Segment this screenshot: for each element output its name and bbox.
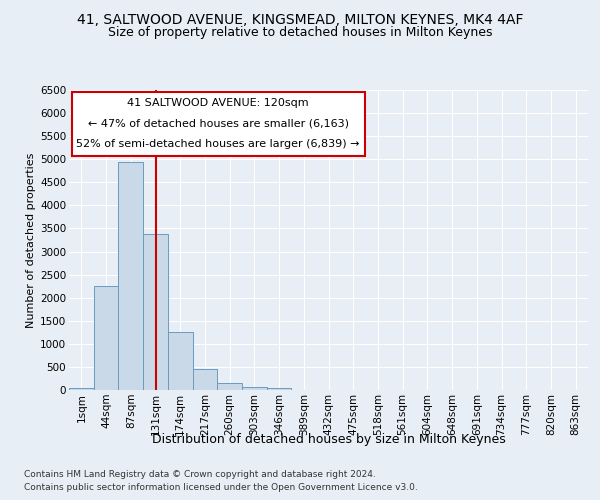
- Bar: [267, 388, 292, 390]
- Text: Contains public sector information licensed under the Open Government Licence v3: Contains public sector information licen…: [24, 482, 418, 492]
- Bar: [94, 286, 118, 390]
- Bar: [193, 369, 217, 390]
- Text: Contains HM Land Registry data © Crown copyright and database right 2024.: Contains HM Land Registry data © Crown c…: [24, 470, 376, 479]
- Text: Size of property relative to detached houses in Milton Keynes: Size of property relative to detached ho…: [108, 26, 492, 39]
- Y-axis label: Number of detached properties: Number of detached properties: [26, 152, 36, 328]
- Bar: [168, 332, 193, 390]
- Bar: [217, 383, 242, 390]
- Text: 41, SALTWOOD AVENUE, KINGSMEAD, MILTON KEYNES, MK4 4AF: 41, SALTWOOD AVENUE, KINGSMEAD, MILTON K…: [77, 12, 523, 26]
- Bar: [242, 386, 267, 390]
- Bar: [118, 162, 143, 390]
- FancyBboxPatch shape: [71, 92, 365, 156]
- Bar: [143, 234, 168, 390]
- Text: ← 47% of detached houses are smaller (6,163): ← 47% of detached houses are smaller (6,…: [88, 118, 349, 128]
- Text: Distribution of detached houses by size in Milton Keynes: Distribution of detached houses by size …: [152, 432, 506, 446]
- Bar: [69, 388, 94, 390]
- Text: 52% of semi-detached houses are larger (6,839) →: 52% of semi-detached houses are larger (…: [76, 140, 360, 149]
- Text: 41 SALTWOOD AVENUE: 120sqm: 41 SALTWOOD AVENUE: 120sqm: [127, 98, 309, 108]
